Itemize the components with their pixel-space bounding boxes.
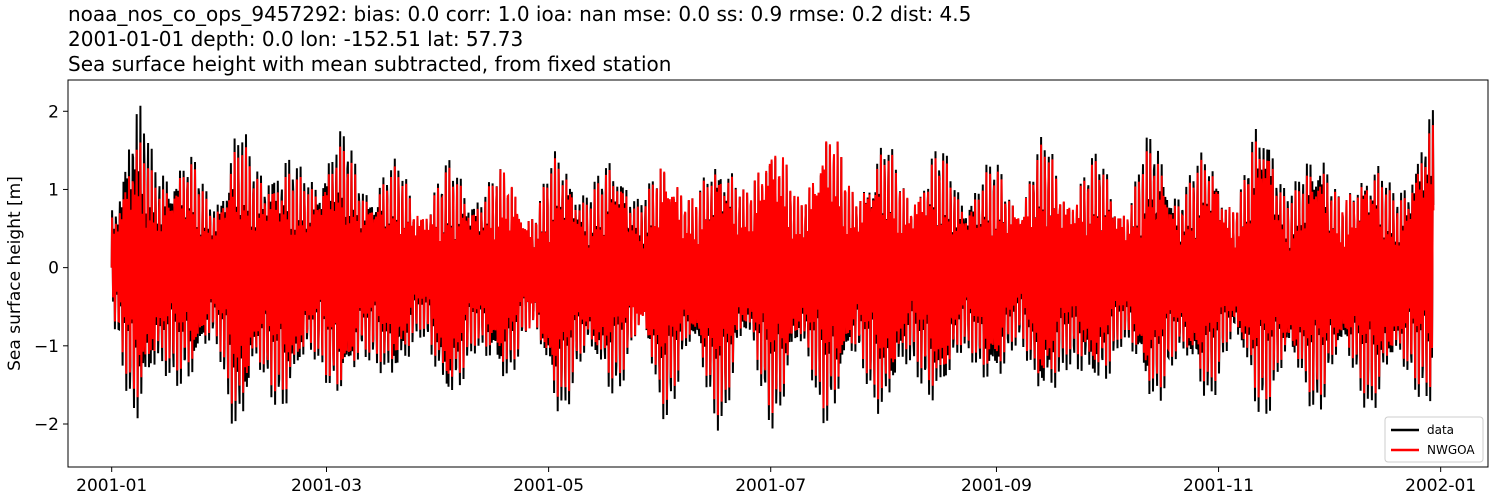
- legend: data NWGOA: [1384, 416, 1484, 463]
- y-tick-label: −1: [34, 337, 59, 357]
- x-tick-label: 2001-01: [76, 476, 147, 496]
- y-axis-label: Sea surface height [m]: [5, 176, 25, 371]
- title-line-location: 2001-01-01 depth: 0.0 lon: -152.51 lat: …: [68, 27, 524, 51]
- x-tick-label: 2001-07: [735, 476, 806, 496]
- series-line-nwgoa: [110, 125, 1435, 416]
- legend-label-nwgoa: NWGOA: [1427, 443, 1475, 457]
- title-line-description: Sea surface height with mean subtracted,…: [68, 52, 672, 76]
- x-tick-label: 2001-05: [513, 476, 584, 496]
- x-tick-label: 2001-11: [1183, 476, 1254, 496]
- x-tick-label: 2001-09: [961, 476, 1032, 496]
- chart-title: noaa_nos_co_ops_9457292: bias: 0.0 corr:…: [68, 2, 971, 77]
- y-tick-label: −2: [34, 415, 59, 435]
- x-axis: 2001-01 2001-03 2001-05 2001-07 2001-09 2001-…: [76, 467, 1476, 496]
- legend-label-data: data: [1427, 423, 1454, 437]
- y-tick-label: 1: [48, 180, 59, 200]
- x-tick-label: 2001-03: [291, 476, 362, 496]
- y-axis: 2 1 0 −1 −2: [34, 102, 68, 435]
- title-line-stats: noaa_nos_co_ops_9457292: bias: 0.0 corr:…: [68, 2, 972, 26]
- y-tick-label: 2: [48, 102, 59, 122]
- x-tick-label: 2002-01: [1405, 476, 1476, 496]
- y-tick-label: 0: [48, 259, 59, 279]
- axes-frame: [67, 79, 1489, 468]
- series-layer: [110, 105, 1435, 431]
